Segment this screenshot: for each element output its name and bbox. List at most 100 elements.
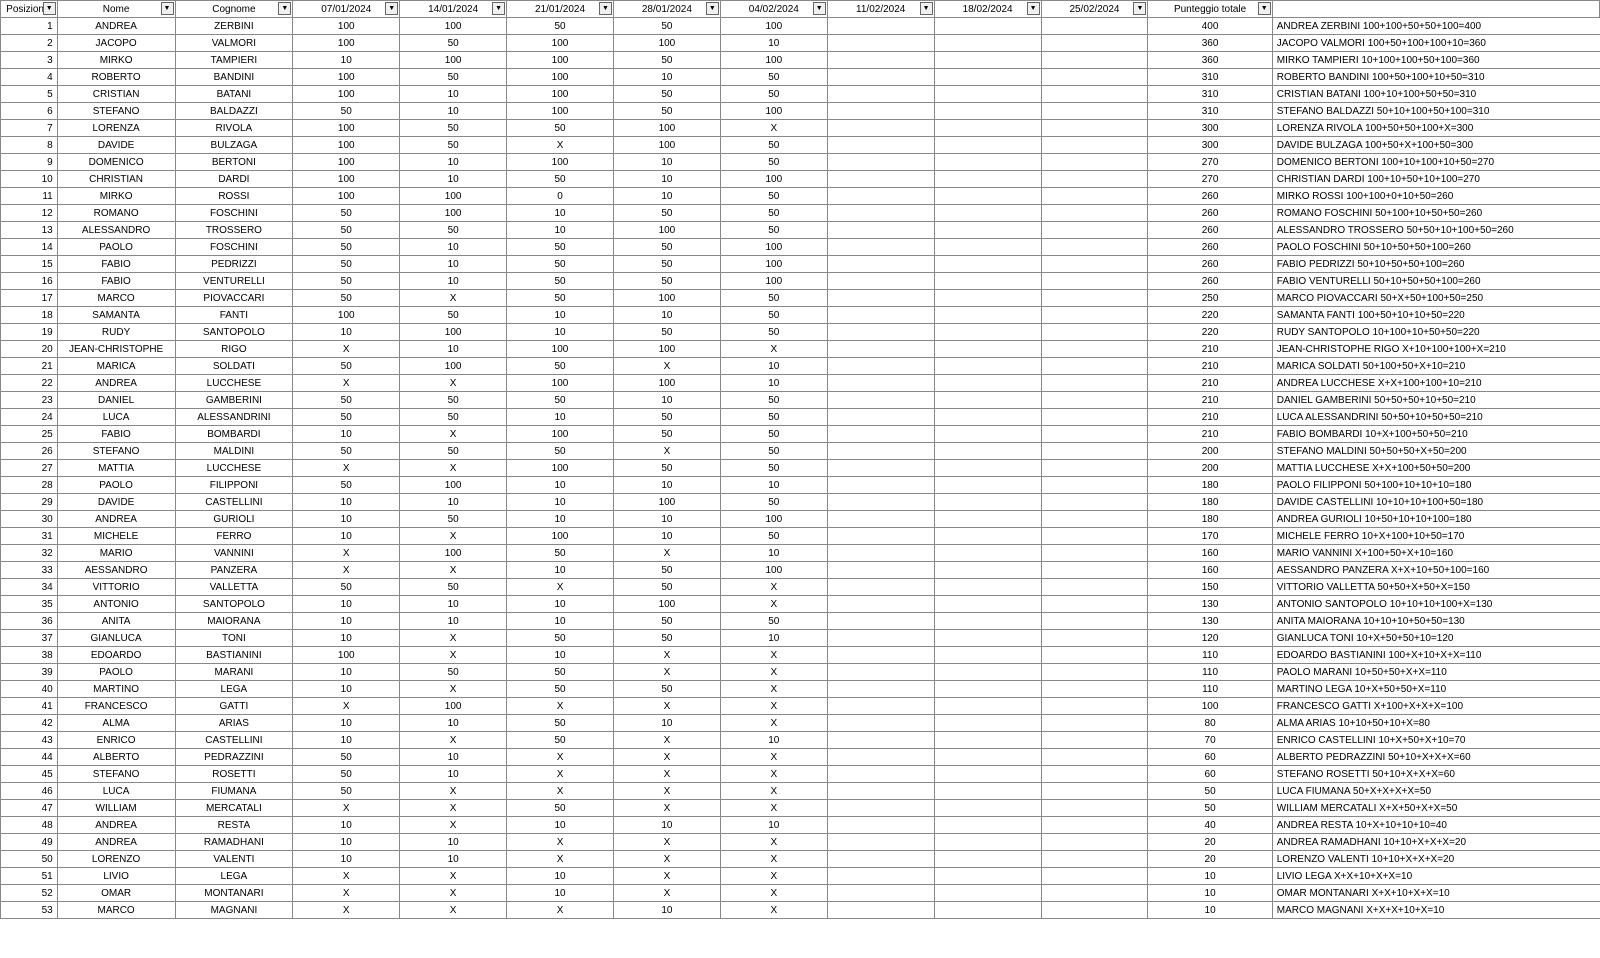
cell-pos[interactable]: 17 xyxy=(1,290,58,307)
cell-date[interactable] xyxy=(1041,647,1148,664)
cell-date[interactable] xyxy=(934,35,1041,52)
cell-date[interactable]: 100 xyxy=(293,171,400,188)
cell-total[interactable]: 210 xyxy=(1148,341,1272,358)
cell-cognome[interactable]: GAMBERINI xyxy=(175,392,293,409)
cell-date[interactable]: 100 xyxy=(400,545,507,562)
cell-note[interactable]: DAVIDE BULZAGA 100+50+X+100+50=300 xyxy=(1272,137,1599,154)
cell-date[interactable] xyxy=(827,205,934,222)
cell-total[interactable]: 110 xyxy=(1148,664,1272,681)
cell-total[interactable]: 300 xyxy=(1148,120,1272,137)
cell-date[interactable] xyxy=(934,528,1041,545)
cell-date[interactable] xyxy=(1041,511,1148,528)
cell-pos[interactable]: 11 xyxy=(1,188,58,205)
cell-nome[interactable]: ANDREA xyxy=(57,817,175,834)
cell-date[interactable]: 50 xyxy=(507,358,614,375)
cell-date[interactable] xyxy=(1041,766,1148,783)
cell-date[interactable]: X xyxy=(400,562,507,579)
cell-date[interactable] xyxy=(827,103,934,120)
cell-note[interactable]: MARTINO LEGA 10+X+50+50+X=110 xyxy=(1272,681,1599,698)
cell-date[interactable]: X xyxy=(613,698,720,715)
cell-date[interactable]: X xyxy=(720,885,827,902)
cell-date[interactable]: 100 xyxy=(720,171,827,188)
cell-nome[interactable]: PAOLO xyxy=(57,239,175,256)
cell-date[interactable]: 50 xyxy=(613,324,720,341)
cell-cognome[interactable]: BASTIANINI xyxy=(175,647,293,664)
cell-date[interactable] xyxy=(1041,681,1148,698)
filter-icon[interactable]: ▼ xyxy=(706,2,719,15)
cell-date[interactable]: 10 xyxy=(293,613,400,630)
cell-note[interactable]: ROMANO FOSCHINI 50+100+10+50+50=260 xyxy=(1272,205,1599,222)
cell-date[interactable] xyxy=(934,324,1041,341)
cell-date[interactable]: X xyxy=(720,596,827,613)
cell-date[interactable]: 100 xyxy=(720,562,827,579)
cell-pos[interactable]: 26 xyxy=(1,443,58,460)
cell-date[interactable] xyxy=(1041,664,1148,681)
cell-cognome[interactable]: BATANI xyxy=(175,86,293,103)
cell-date[interactable] xyxy=(1041,579,1148,596)
cell-nome[interactable]: STEFANO xyxy=(57,443,175,460)
cell-note[interactable]: FABIO VENTURELLI 50+10+50+50+100=260 xyxy=(1272,273,1599,290)
cell-pos[interactable]: 3 xyxy=(1,52,58,69)
cell-date[interactable] xyxy=(1041,715,1148,732)
cell-cognome[interactable]: SANTOPOLO xyxy=(175,596,293,613)
cell-pos[interactable]: 32 xyxy=(1,545,58,562)
cell-date[interactable] xyxy=(1041,290,1148,307)
cell-pos[interactable]: 28 xyxy=(1,477,58,494)
cell-note[interactable]: STEFANO ROSETTI 50+10+X+X+X=60 xyxy=(1272,766,1599,783)
cell-note[interactable]: PAOLO FILIPPONI 50+100+10+10+10=180 xyxy=(1272,477,1599,494)
cell-total[interactable]: 120 xyxy=(1148,630,1272,647)
cell-note[interactable]: MARCO MAGNANI X+X+X+10+X=10 xyxy=(1272,902,1599,919)
cell-date[interactable]: 50 xyxy=(507,732,614,749)
cell-date[interactable] xyxy=(827,52,934,69)
cell-date[interactable] xyxy=(827,477,934,494)
cell-date[interactable]: 50 xyxy=(720,69,827,86)
cell-date[interactable]: X xyxy=(293,375,400,392)
cell-date[interactable] xyxy=(827,69,934,86)
cell-date[interactable]: X xyxy=(293,341,400,358)
cell-date[interactable]: 100 xyxy=(293,18,400,35)
cell-nome[interactable]: ANITA xyxy=(57,613,175,630)
cell-note[interactable]: CRISTIAN BATANI 100+10+100+50+50=310 xyxy=(1272,86,1599,103)
cell-date[interactable]: 50 xyxy=(613,52,720,69)
cell-date[interactable] xyxy=(827,188,934,205)
cell-date[interactable] xyxy=(1041,307,1148,324)
cell-date[interactable]: 50 xyxy=(613,18,720,35)
cell-date[interactable]: 10 xyxy=(507,324,614,341)
cell-date[interactable] xyxy=(1041,868,1148,885)
cell-date[interactable]: X xyxy=(613,358,720,375)
cell-date[interactable] xyxy=(1041,35,1148,52)
cell-total[interactable]: 160 xyxy=(1148,562,1272,579)
cell-pos[interactable]: 39 xyxy=(1,664,58,681)
cell-pos[interactable]: 52 xyxy=(1,885,58,902)
cell-date[interactable]: 10 xyxy=(293,596,400,613)
cell-date[interactable] xyxy=(1041,103,1148,120)
cell-note[interactable]: LORENZA RIVOLA 100+50+50+100+X=300 xyxy=(1272,120,1599,137)
cell-cognome[interactable]: BULZAGA xyxy=(175,137,293,154)
cell-date[interactable]: X xyxy=(507,766,614,783)
cell-note[interactable]: VITTORIO VALLETTA 50+50+X+50+X=150 xyxy=(1272,579,1599,596)
cell-nome[interactable]: MARCO xyxy=(57,902,175,919)
cell-date[interactable]: 10 xyxy=(400,596,507,613)
cell-date[interactable] xyxy=(1041,834,1148,851)
cell-cognome[interactable]: SANTOPOLO xyxy=(175,324,293,341)
cell-date[interactable] xyxy=(934,698,1041,715)
cell-date[interactable]: X xyxy=(507,698,614,715)
header-date-6[interactable]: 18/02/2024 ▼ xyxy=(934,1,1041,18)
cell-date[interactable]: 100 xyxy=(293,137,400,154)
cell-date[interactable]: 50 xyxy=(613,103,720,120)
cell-date[interactable]: X xyxy=(613,732,720,749)
cell-note[interactable]: OMAR MONTANARI X+X+10+X+X=10 xyxy=(1272,885,1599,902)
cell-nome[interactable]: DANIEL xyxy=(57,392,175,409)
cell-date[interactable] xyxy=(827,358,934,375)
cell-date[interactable] xyxy=(827,426,934,443)
cell-date[interactable]: 10 xyxy=(507,562,614,579)
cell-pos[interactable]: 1 xyxy=(1,18,58,35)
cell-date[interactable]: 10 xyxy=(293,664,400,681)
cell-date[interactable]: 10 xyxy=(613,392,720,409)
cell-date[interactable]: 10 xyxy=(400,766,507,783)
cell-total[interactable]: 210 xyxy=(1148,426,1272,443)
cell-cognome[interactable]: BANDINI xyxy=(175,69,293,86)
cell-date[interactable] xyxy=(827,494,934,511)
cell-total[interactable]: 130 xyxy=(1148,596,1272,613)
cell-date[interactable]: 10 xyxy=(720,630,827,647)
